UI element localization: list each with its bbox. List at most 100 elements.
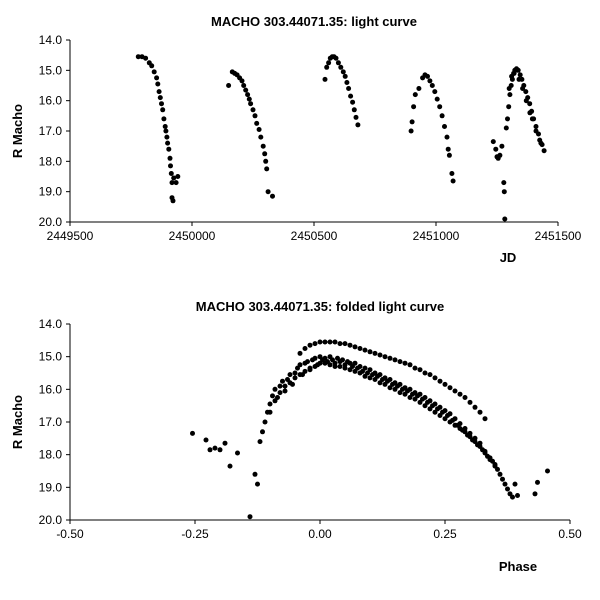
- data-point: [422, 370, 428, 376]
- data-point: [250, 107, 256, 113]
- data-point: [437, 104, 443, 110]
- data-point: [432, 375, 438, 381]
- data-point: [377, 352, 383, 358]
- data-point: [241, 83, 247, 88]
- data-point: [245, 92, 251, 98]
- data-point: [422, 403, 428, 409]
- data-point: [272, 398, 278, 404]
- data-point: [450, 178, 456, 184]
- data-point: [357, 346, 363, 351]
- data-point: [159, 101, 164, 107]
- data-point: [449, 171, 455, 176]
- data-point: [170, 198, 176, 204]
- data-point: [527, 110, 533, 116]
- data-point: [490, 139, 496, 145]
- data-point: [287, 372, 293, 378]
- data-point: [442, 124, 447, 129]
- data-point: [317, 360, 323, 366]
- data-point: [239, 78, 245, 84]
- data-point: [505, 486, 510, 492]
- chart-title: MACHO 303.44071.35: light curve: [211, 14, 417, 29]
- data-point: [429, 83, 435, 88]
- y-tick-label: 16.0: [39, 94, 63, 108]
- data-point: [344, 80, 350, 85]
- data-point: [143, 55, 149, 61]
- data-point: [243, 87, 249, 93]
- data-point: [517, 72, 523, 78]
- data-point: [477, 444, 483, 449]
- x-tick-label: 0.25: [433, 527, 457, 541]
- data-point: [252, 471, 258, 477]
- data-point: [248, 101, 254, 107]
- data-point: [467, 399, 473, 405]
- data-point: [397, 381, 403, 387]
- data-point: [263, 158, 269, 164]
- y-tick-label: 20.0: [39, 513, 63, 527]
- data-point: [252, 113, 258, 119]
- data-series: [135, 54, 547, 222]
- data-point: [442, 381, 448, 387]
- data-point: [162, 124, 168, 129]
- data-point: [327, 362, 333, 368]
- y-tick-label: 18.0: [39, 154, 63, 168]
- data-point: [387, 355, 393, 361]
- y-tick-label: 19.0: [39, 185, 63, 199]
- data-point: [160, 107, 166, 113]
- data-point: [493, 146, 499, 152]
- x-tick-label: -0.50: [56, 527, 84, 541]
- data-point: [520, 86, 526, 91]
- data-point: [350, 99, 356, 105]
- data-point: [417, 367, 423, 373]
- data-point: [432, 409, 438, 415]
- data-point: [272, 386, 278, 392]
- data-point: [247, 514, 253, 520]
- data-point: [168, 163, 173, 169]
- data-point: [511, 70, 517, 76]
- data-point: [161, 116, 167, 122]
- data-point: [499, 143, 505, 149]
- y-tick-label: 17.0: [39, 124, 63, 138]
- data-point: [533, 124, 539, 129]
- data-point: [417, 399, 423, 405]
- data-point: [477, 409, 483, 415]
- data-point: [157, 95, 163, 101]
- data-point: [327, 339, 333, 345]
- data-point: [387, 385, 393, 391]
- data-point: [262, 419, 268, 425]
- data-point: [502, 216, 508, 222]
- data-point: [270, 393, 275, 399]
- y-tick-label: 15.0: [39, 350, 63, 364]
- data-point: [529, 116, 535, 122]
- data-point: [277, 390, 283, 396]
- data-point: [510, 494, 515, 500]
- data-point: [280, 378, 285, 384]
- data-point: [203, 437, 209, 443]
- data-point: [173, 180, 179, 186]
- data-point: [372, 377, 378, 382]
- data-point: [227, 463, 233, 469]
- data-point: [322, 360, 328, 366]
- data-point: [346, 86, 352, 91]
- data-point: [467, 434, 473, 440]
- data-point: [439, 113, 445, 119]
- x-axis-label: JD: [500, 250, 517, 265]
- data-point: [446, 152, 452, 158]
- y-tick-label: 14.0: [39, 317, 63, 331]
- x-tick-label: 2451000: [413, 229, 460, 243]
- data-point: [207, 447, 213, 453]
- data-point: [256, 127, 262, 132]
- data-point: [348, 93, 354, 99]
- data-point: [427, 372, 433, 378]
- data-point: [326, 60, 332, 66]
- data-point: [340, 69, 346, 75]
- data-point: [357, 364, 363, 369]
- data-point: [382, 354, 388, 360]
- x-tick-label: 2450000: [169, 229, 216, 243]
- data-point: [392, 386, 398, 392]
- data-point: [506, 104, 512, 110]
- data-point: [425, 73, 430, 79]
- data-point: [270, 193, 275, 199]
- data-point: [487, 457, 493, 463]
- y-axis-label: R Macho: [10, 395, 25, 449]
- data-point: [408, 128, 414, 134]
